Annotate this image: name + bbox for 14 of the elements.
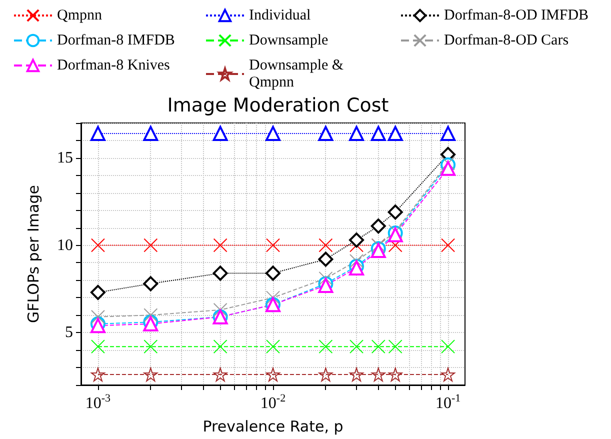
y-tick-label: 5 (65, 324, 73, 342)
legend-label: Dorfman-8-OD IMFDB (444, 8, 589, 24)
y-tick-label: 15 (57, 149, 73, 166)
legend-label: Dorfman-8 Knives (57, 58, 170, 74)
legend-label: Individual (249, 8, 311, 24)
y-tick-label: 10 (57, 236, 73, 254)
legend-label: Downsample (249, 32, 328, 48)
legend-label: Dorfman-8-OD Cars (444, 32, 569, 48)
x-axis-title: Prevalence Rate, p (202, 418, 344, 436)
legend-label: Qmpnn (57, 8, 102, 24)
legend-label: Downsample & Qmpnn (249, 58, 348, 90)
y-axis-title: GFLOPs per Image (24, 185, 42, 323)
legend-label: Dorfman-8 IMFDB (57, 32, 175, 48)
chart-title: Image Moderation Cost (167, 94, 389, 116)
